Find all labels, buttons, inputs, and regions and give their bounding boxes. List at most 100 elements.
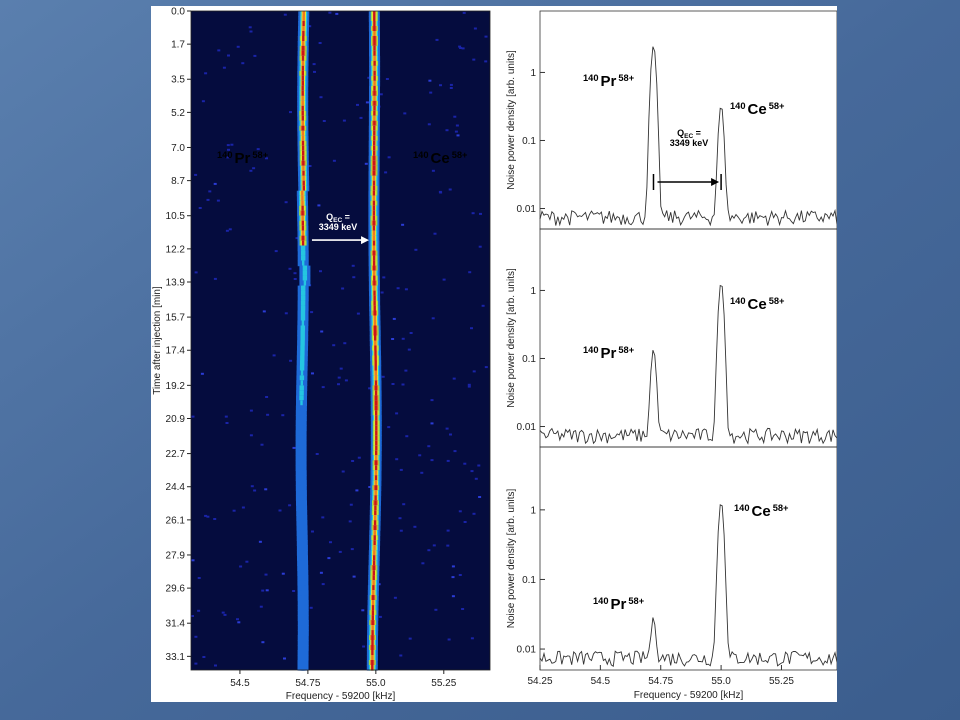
- noise-dot: [202, 656, 206, 658]
- noise-dot: [368, 486, 372, 488]
- noise-dot: [245, 560, 249, 563]
- noise-dot: [338, 550, 342, 553]
- noise-dot: [221, 611, 225, 614]
- noise-dot: [224, 415, 228, 418]
- noise-dot: [361, 609, 365, 612]
- noise-dot: [352, 575, 356, 578]
- noise-dot: [467, 385, 471, 388]
- spectrum-panel-middle: 0.01 0.1 1 Noise power density [arb. units]…: [506, 228, 837, 448]
- label-ce: 140 Ce 58+: [413, 150, 468, 167]
- noise-dot: [237, 621, 241, 624]
- qec-arrow-head: [361, 236, 370, 245]
- noise-dot: [204, 514, 208, 517]
- noise-dot: [384, 171, 388, 174]
- noise-dot: [474, 477, 478, 480]
- x-tick-label: 55.0: [366, 678, 386, 689]
- label-pr: 140 Pr 58+: [593, 596, 645, 613]
- noise-dot: [289, 359, 293, 362]
- noise-dot: [310, 311, 314, 314]
- noise-dot: [332, 159, 336, 162]
- noise-dot: [308, 165, 312, 167]
- noise-dot: [226, 156, 230, 159]
- label-ce: 140 Ce 58+: [734, 503, 789, 520]
- noise-dot: [320, 330, 324, 333]
- noise-dot: [213, 182, 217, 185]
- x-tick-label: 55.0: [711, 676, 731, 687]
- noise-dot: [194, 635, 198, 638]
- y-axis-label: Noise power density [arb. units]: [506, 268, 517, 408]
- noise-dot: [313, 70, 316, 73]
- y-tick-label: 17.4: [166, 346, 186, 357]
- x-tick-label: 54.75: [648, 676, 673, 687]
- y-axis-label: Noise power density [arb. units]: [506, 50, 517, 190]
- noise-dot: [295, 237, 299, 240]
- figure-svg: 0.0 1.7 3.5 5.2 7.0 8.7 10.5 12.2 13.9 15.7 17.4 19…: [152, 7, 837, 702]
- noise-dot: [264, 573, 268, 576]
- noise-dot: [261, 641, 265, 644]
- noise-dot: [454, 130, 458, 133]
- noise-dot: [339, 367, 343, 370]
- noise-dot: [403, 112, 407, 115]
- noise-dot: [421, 562, 425, 565]
- noise-dot: [249, 434, 253, 437]
- noise-dot: [405, 435, 409, 438]
- noise-dot: [222, 66, 226, 69]
- noise-dot: [387, 156, 391, 159]
- spectrogram-chart: 0.0 1.7 3.5 5.2 7.0 8.7 10.5 12.2 13.9 15.7 17.4 19…: [152, 7, 491, 702]
- noise-dot: [413, 525, 417, 528]
- label-ce: 140 Ce 58+: [730, 296, 785, 313]
- noise-dot: [265, 396, 269, 398]
- noise-dot: [381, 375, 385, 378]
- noise-dot: [431, 169, 435, 172]
- noise-dot: [292, 590, 296, 592]
- y-tick-label: 15.7: [166, 313, 186, 324]
- noise-dot: [380, 291, 384, 294]
- noise-dot: [311, 372, 314, 375]
- noise-dot: [241, 62, 245, 65]
- noise-dot: [351, 264, 355, 267]
- noise-dot: [197, 577, 201, 579]
- y-tick-label: 33.1: [166, 652, 186, 663]
- noise-dot: [191, 615, 194, 617]
- noise-dot: [428, 79, 432, 82]
- y-tick-label: 22.7: [166, 449, 186, 460]
- noise-dot: [453, 450, 457, 453]
- noise-dot: [367, 76, 371, 79]
- noise-dot: [472, 512, 476, 515]
- y-tick-label: 29.6: [166, 584, 186, 595]
- noise-dot: [249, 169, 253, 172]
- noise-dot: [250, 485, 254, 488]
- noise-dot: [461, 47, 465, 50]
- noise-dot: [261, 589, 265, 592]
- noise-dot: [379, 93, 383, 96]
- noise-dots: [191, 11, 488, 667]
- y-tick-label: 0.01: [517, 645, 537, 656]
- noise-dot: [408, 637, 412, 640]
- noise-dot: [461, 608, 465, 610]
- noise-dot: [355, 489, 359, 492]
- noise-dot: [404, 369, 408, 372]
- noise-dot: [470, 637, 474, 640]
- noise-dot: [191, 415, 195, 418]
- noise-dot: [401, 223, 405, 226]
- noise-dot: [253, 54, 257, 57]
- y-tick-label: 27.9: [166, 550, 186, 561]
- noise-dot: [356, 312, 360, 315]
- noise-dot: [414, 248, 418, 251]
- y-axis-label: Noise power density [arb. units]: [506, 489, 517, 629]
- noise-dot: [357, 456, 361, 459]
- noise-dot: [319, 270, 322, 273]
- noise-dot: [343, 342, 347, 345]
- label-pr: 140 Pr 58+: [583, 73, 635, 90]
- noise-dot: [365, 101, 369, 104]
- noise-dot: [463, 521, 467, 523]
- noise-dot: [449, 433, 452, 436]
- noise-dot: [458, 510, 462, 513]
- noise-dot: [350, 548, 354, 551]
- noise-dot: [351, 460, 355, 462]
- y-axis-label: Time after injection [min]: [152, 286, 163, 395]
- noise-dot: [239, 565, 243, 568]
- spectrum-line: [539, 284, 837, 445]
- noise-dot: [399, 529, 403, 532]
- y-tick-label: 24.4: [166, 482, 186, 493]
